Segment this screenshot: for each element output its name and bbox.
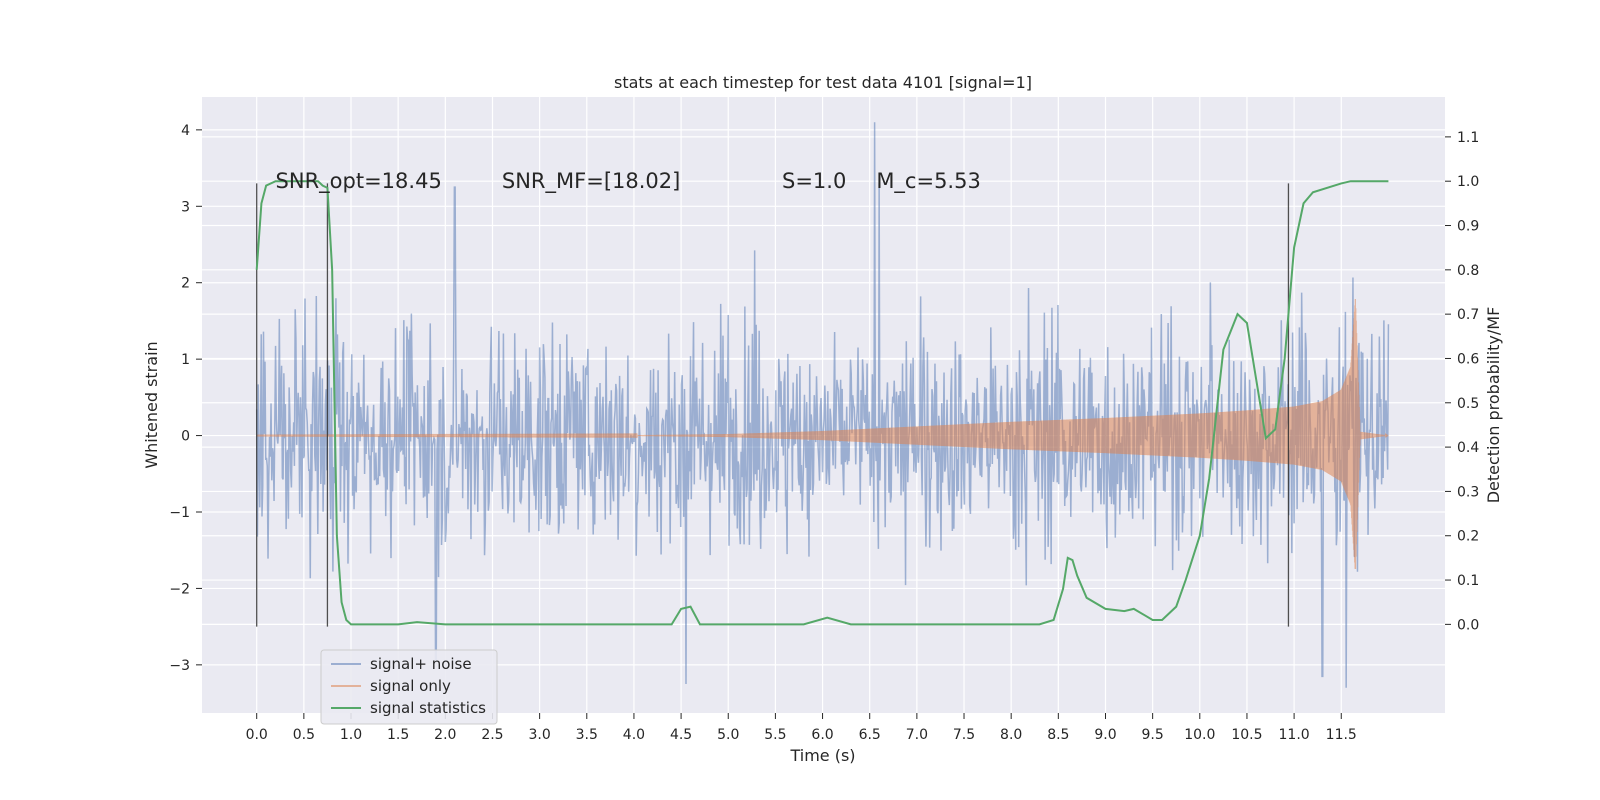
x-tick-label: 11.0 <box>1279 727 1310 743</box>
y-left-tick-label: 1 <box>181 352 190 368</box>
legend-label-signal-statistics: signal statistics <box>370 699 486 717</box>
x-tick-label: 10.0 <box>1184 727 1215 743</box>
y-right-tick-label: 0.6 <box>1457 351 1479 367</box>
x-tick-label: 8.5 <box>1047 727 1069 743</box>
x-tick-label: 11.5 <box>1326 727 1357 743</box>
x-tick-label: 4.0 <box>623 727 645 743</box>
y-left-tick-label: −3 <box>169 658 190 674</box>
y-left-tick-label: −2 <box>169 581 190 597</box>
x-tick-label: 8.0 <box>1000 727 1022 743</box>
x-tick-label: 10.5 <box>1231 727 1262 743</box>
x-axis-ticks: 0.0 0.5 1.0 1.5 2.0 2.5 3.0 3.5 4.0 4.5 5.0 5.5 6.0 6… <box>246 713 1357 743</box>
y-right-axis-ticks: 0.0 0.1 0.2 0.3 0.4 0.5 0.6 0.7 0.8 0.9 1.0 1.1 <box>1445 130 1479 633</box>
y-right-tick-label: 0.4 <box>1457 440 1479 456</box>
x-tick-label: 9.5 <box>1142 727 1164 743</box>
y-right-tick-label: 0.7 <box>1457 307 1479 323</box>
y-right-tick-label: 0.0 <box>1457 617 1479 633</box>
y-left-axis-label: Whitened strain <box>142 341 161 468</box>
x-tick-label: 0.0 <box>246 727 268 743</box>
legend-label-signal-only: signal only <box>370 677 451 695</box>
series-signal-noise <box>255 122 1390 688</box>
x-tick-label: 6.0 <box>811 727 833 743</box>
series-signal-statistics <box>255 180 1389 626</box>
y-left-tick-label: 3 <box>181 199 190 215</box>
x-tick-label: 2.5 <box>481 727 503 743</box>
x-tick-label: 7.0 <box>906 727 928 743</box>
x-tick-label: 1.5 <box>387 727 409 743</box>
y-right-axis-label: Detection probability/MF <box>1484 307 1503 504</box>
x-axis-label: Time (s) <box>789 746 855 765</box>
y-right-tick-label: 0.9 <box>1457 219 1479 235</box>
y-right-tick-label: 0.2 <box>1457 529 1479 545</box>
y-right-tick-label: 0.5 <box>1457 396 1479 412</box>
y-left-tick-label: −1 <box>169 505 190 521</box>
y-left-tick-label: 0 <box>181 429 190 445</box>
legend-label-signal-noise: signal+ noise <box>370 655 472 673</box>
x-tick-label: 3.0 <box>528 727 550 743</box>
x-tick-label: 0.5 <box>293 727 315 743</box>
annotation-snr-opt: SNR_opt=18.45 <box>276 169 442 194</box>
chart-title: stats at each timestep for test data 410… <box>614 73 1032 92</box>
y-left-axis-ticks: −3 −2 −1 0 1 2 3 4 <box>169 123 202 674</box>
x-tick-label: 1.0 <box>340 727 362 743</box>
y-right-tick-label: 0.3 <box>1457 484 1479 500</box>
annotation-s: S=1.0 <box>782 169 846 193</box>
x-tick-label: 7.5 <box>953 727 975 743</box>
y-right-tick-label: 0.8 <box>1457 263 1479 279</box>
y-right-tick-label: 1.1 <box>1457 130 1479 146</box>
x-tick-label: 5.0 <box>717 727 739 743</box>
x-tick-label: 4.5 <box>670 727 692 743</box>
y-right-tick-label: 1.0 <box>1457 174 1479 190</box>
x-tick-label: 5.5 <box>764 727 786 743</box>
x-tick-label: 9.0 <box>1094 727 1116 743</box>
series-signal-only <box>256 299 1389 570</box>
annotation-snr-mf: SNR_MF=[18.02] <box>502 169 680 194</box>
y-left-tick-label: 2 <box>181 276 190 292</box>
x-tick-label: 3.5 <box>576 727 598 743</box>
x-tick-label: 2.0 <box>434 727 456 743</box>
y-left-tick-label: 4 <box>181 123 190 139</box>
legend: signal+ noise signal only signal statist… <box>320 649 498 725</box>
x-tick-label: 6.5 <box>859 727 881 743</box>
y-right-tick-label: 0.1 <box>1457 573 1479 589</box>
annotation-mc: M_c=5.53 <box>876 169 981 194</box>
legend-box <box>320 649 498 725</box>
